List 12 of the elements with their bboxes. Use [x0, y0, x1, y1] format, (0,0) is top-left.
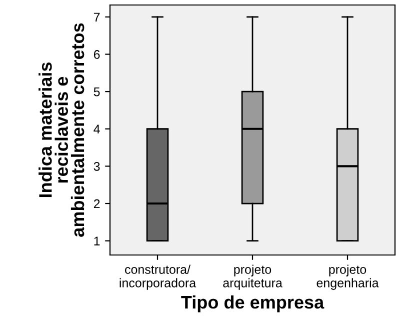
x-axis-title: Tipo de empresa — [181, 295, 324, 312]
y-tick-label: 2 — [94, 199, 100, 208]
y-tick-label: 3 — [94, 162, 100, 171]
x-tick-label: projeto engenharia — [316, 264, 379, 290]
y-tick-label: 6 — [94, 50, 100, 59]
y-tick-label: 1 — [94, 236, 100, 246]
y-axis-title: Indica materiais reciclaveis e ambientalmente corretos — [38, 23, 84, 237]
y-tick-label: 4 — [94, 124, 100, 134]
y-tick-label: 7 — [94, 12, 100, 22]
y-tick-label: 5 — [94, 87, 100, 96]
x-tick-label: construtora/ incorporadora — [120, 264, 196, 290]
x-tick-label: projeto arquitetura — [223, 264, 282, 290]
